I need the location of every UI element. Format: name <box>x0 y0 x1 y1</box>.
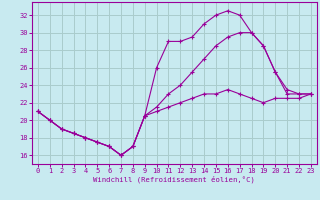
X-axis label: Windchill (Refroidissement éolien,°C): Windchill (Refroidissement éolien,°C) <box>93 176 255 183</box>
